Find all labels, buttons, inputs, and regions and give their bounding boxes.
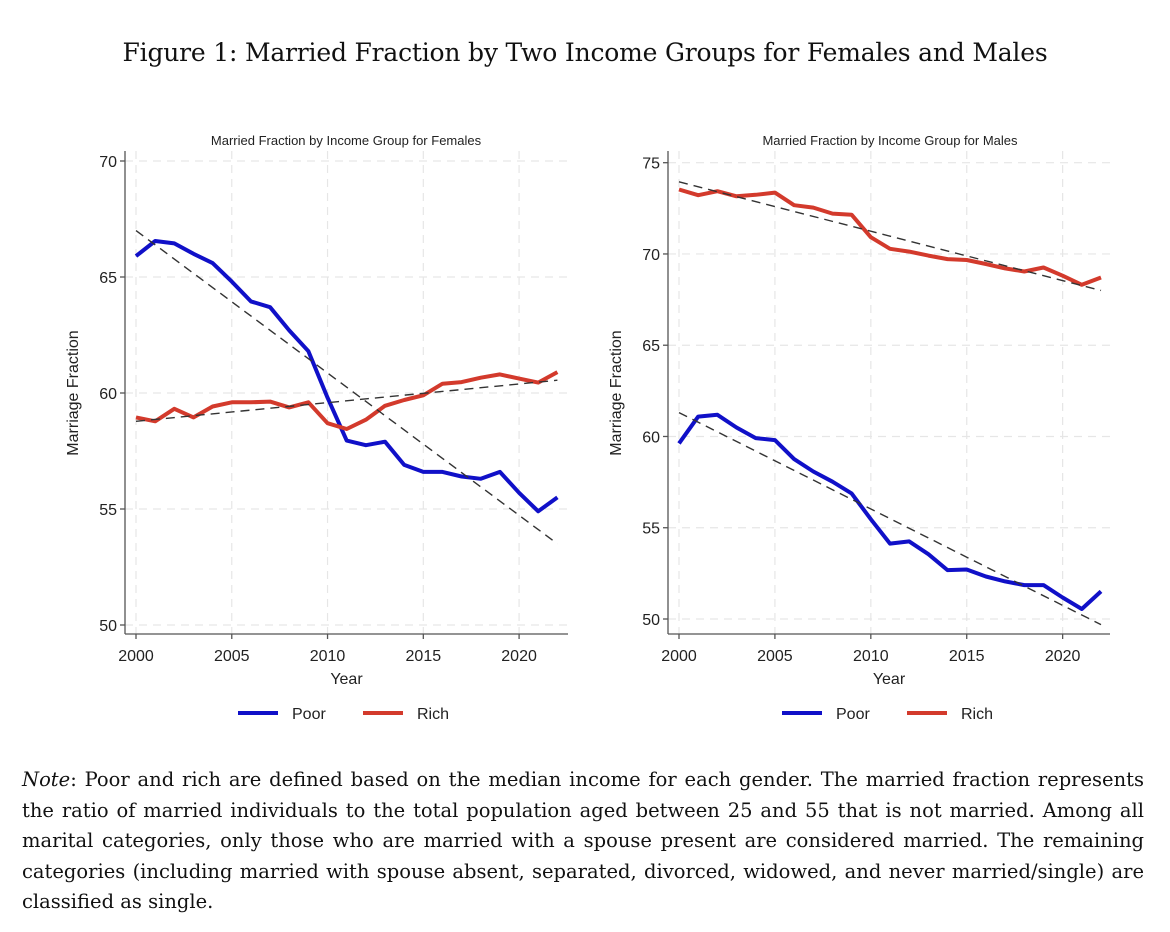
trend-line-rich	[678, 181, 1102, 292]
y-tick-label: 55	[99, 502, 117, 519]
figure-charts: 2000 2005 2010 2015 2020 50 55 60 65 70 Married Fr…	[65, 133, 1110, 723]
y-axis-title: Marriage Fraction	[608, 330, 625, 455]
series-line-rich	[135, 370, 559, 431]
x-tick-label: 2015	[949, 648, 985, 665]
x-tick-label: 2020	[501, 648, 537, 665]
x-tick-label: 2000	[661, 648, 697, 665]
y-tick-label: 50	[642, 612, 660, 629]
y-tick-label: 65	[99, 270, 117, 287]
x-tick-label: 2020	[1045, 648, 1081, 665]
series-line-poor	[677, 412, 1103, 611]
trend-line-poor	[678, 411, 1102, 626]
y-tick-label: 65	[642, 338, 660, 355]
legend: Poor Rich	[782, 706, 993, 723]
y-tick-label: 70	[99, 154, 117, 171]
y-tick-label: 75	[642, 156, 660, 173]
y-tick-label: 55	[642, 521, 660, 538]
chart-title: Married Fraction by Income Group for Mal…	[762, 133, 1018, 148]
chart-panel-females: 2000 2005 2010 2015 2020 50 55 60 65 70 Married Fr…	[65, 133, 568, 723]
legend: Poor Rich	[238, 706, 449, 723]
trend-line-poor	[135, 230, 558, 545]
x-tick-label: 2015	[406, 648, 442, 665]
legend-label-rich: Rich	[961, 706, 993, 723]
y-tick-label: 60	[99, 386, 117, 403]
figure-title: Figure 1: Married Fraction by Two Income…	[122, 38, 1048, 67]
trend-line-rich	[135, 379, 558, 423]
note-text: : Poor and rich are defined based on the…	[22, 768, 1144, 913]
x-tick-label: 2005	[214, 648, 250, 665]
chart-panel-males: 2000 2005 2010 2015 2020 50 55 60 65 70 75 Married …	[608, 133, 1110, 723]
y-tick-label: 60	[642, 429, 660, 446]
legend-label-poor: Poor	[836, 706, 870, 723]
y-tick-label: 50	[99, 618, 117, 635]
y-tick-label: 70	[642, 247, 660, 264]
legend-label-poor: Poor	[292, 706, 326, 723]
chart-title: Married Fraction by Income Group for Fem…	[211, 133, 482, 148]
x-axis-title: Year	[330, 671, 363, 688]
series-line-poor	[134, 239, 559, 514]
x-tick-label: 2010	[310, 648, 346, 665]
x-tick-label: 2000	[118, 648, 154, 665]
x-tick-label: 2005	[757, 648, 793, 665]
x-axis-title: Year	[873, 671, 906, 688]
note-label: Note	[22, 768, 71, 791]
y-axis-title: Marriage Fraction	[65, 330, 82, 455]
legend-label-rich: Rich	[417, 706, 449, 723]
x-tick-label: 2010	[853, 648, 889, 665]
figure-note: Note: Poor and rich are defined based on…	[22, 765, 1144, 918]
series-line-rich	[678, 187, 1102, 287]
